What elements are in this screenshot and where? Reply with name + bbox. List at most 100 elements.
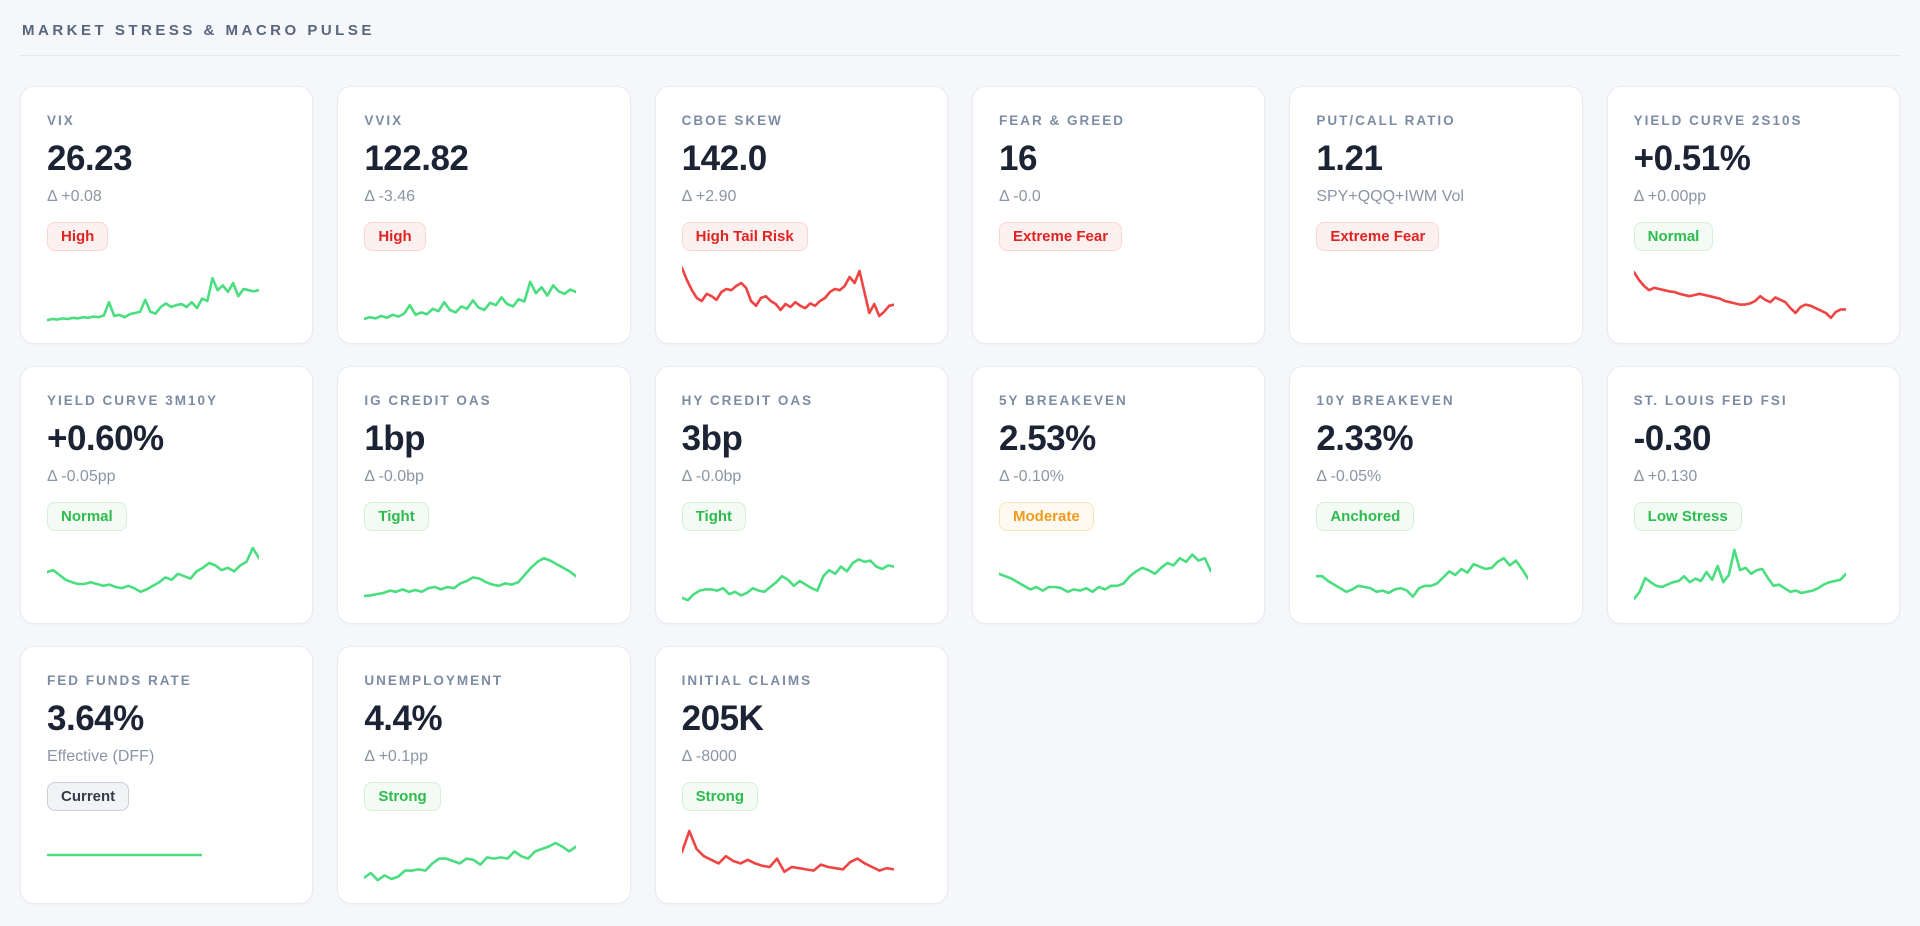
sparkline-chart bbox=[1633, 270, 1846, 320]
metric-delta: Δ +0.00pp bbox=[1633, 188, 1707, 205]
sparkline-chart bbox=[364, 556, 577, 598]
metric-delta: Δ +0.130 bbox=[1633, 468, 1698, 485]
metric-value: 3bp bbox=[681, 419, 743, 458]
status-badge: Extreme Fear bbox=[1316, 222, 1440, 251]
metric-value: 1bp bbox=[364, 419, 426, 458]
metric-title: INITIAL CLAIMS bbox=[681, 673, 813, 688]
metric-delta: Δ -3.46 bbox=[364, 188, 416, 205]
metric-card[interactable]: HY CREDIT OAS 3bp Δ -0.0bp Tight bbox=[654, 366, 948, 624]
metric-value: 2.53% bbox=[999, 419, 1096, 458]
sparkline-chart bbox=[47, 546, 259, 594]
metric-title: 10Y BREAKEVEN bbox=[1316, 393, 1455, 408]
section-title: MARKET STRESS & MACRO PULSE bbox=[22, 22, 375, 39]
status-badge: High bbox=[47, 222, 109, 251]
metric-card[interactable]: VIX 26.23 Δ +0.08 High bbox=[20, 86, 314, 344]
metric-card[interactable]: 10Y BREAKEVEN 2.33% Δ -0.05% Anchored bbox=[1289, 366, 1583, 624]
dashboard: MARKET STRESS & MACRO PULSE VIX 26.23 Δ … bbox=[20, 22, 1900, 904]
status-badge: High bbox=[364, 222, 426, 251]
metric-card[interactable]: YIELD CURVE 2S10S +0.51% Δ +0.00pp Norma… bbox=[1606, 86, 1900, 344]
metric-card[interactable]: YIELD CURVE 3M10Y +0.60% Δ -0.05pp Norma… bbox=[20, 366, 314, 624]
metric-title: ST. LOUIS FED FSI bbox=[1633, 393, 1788, 408]
status-badge: Tight bbox=[364, 502, 429, 531]
metric-value: 122.82 bbox=[364, 139, 469, 178]
metric-delta: Δ -0.05pp bbox=[47, 468, 116, 485]
status-badge: High Tail Risk bbox=[681, 222, 808, 251]
metric-value: 1.21 bbox=[1316, 139, 1383, 178]
metric-value: 26.23 bbox=[47, 139, 133, 178]
sparkline-chart bbox=[999, 553, 1211, 594]
status-badge: Current bbox=[47, 782, 130, 811]
sparkline-chart bbox=[681, 266, 894, 318]
sparkline-chart bbox=[364, 841, 577, 882]
sparkline-path bbox=[681, 558, 894, 602]
metric-title: FED FUNDS RATE bbox=[47, 673, 192, 688]
metric-delta: Δ +0.1pp bbox=[364, 748, 428, 765]
sparkline-path bbox=[681, 829, 894, 874]
status-badge: Strong bbox=[364, 782, 441, 811]
sparkline-chart bbox=[364, 280, 577, 321]
status-badge: Extreme Fear bbox=[999, 222, 1123, 251]
status-badge: Strong bbox=[681, 782, 758, 811]
metric-card[interactable]: CBOE SKEW 142.0 Δ +2.90 High Tail Risk bbox=[654, 86, 948, 344]
sparkline-path bbox=[1633, 548, 1846, 601]
metric-title: VIX bbox=[47, 113, 75, 128]
metric-value: -0.30 bbox=[1633, 419, 1712, 458]
metric-card[interactable]: FEAR & GREED 16 Δ -0.0 Extreme Fear bbox=[972, 86, 1266, 344]
sparkline-chart bbox=[47, 276, 259, 322]
sparkline-path bbox=[1633, 270, 1846, 320]
sparkline-chart bbox=[681, 829, 894, 874]
metric-card[interactable]: ST. LOUIS FED FSI -0.30 Δ +0.130 Low Str… bbox=[1606, 366, 1900, 624]
metric-title: UNEMPLOYMENT bbox=[364, 673, 504, 688]
metric-title: IG CREDIT OAS bbox=[364, 393, 492, 408]
sparkline-path bbox=[364, 556, 577, 598]
section-divider bbox=[20, 55, 1900, 56]
status-badge: Tight bbox=[681, 502, 747, 531]
metric-title: 5Y BREAKEVEN bbox=[999, 393, 1128, 408]
sparkline-chart bbox=[1633, 548, 1846, 601]
metric-delta: Δ -8000 bbox=[681, 748, 737, 765]
sparkline-path bbox=[1316, 556, 1529, 598]
metric-card[interactable]: INITIAL CLAIMS 205K Δ -8000 Strong bbox=[654, 646, 948, 904]
metric-grid: VIX 26.23 Δ +0.08 High VVIX 122.82 Δ -3.… bbox=[20, 86, 1900, 904]
metric-card[interactable]: PUT/CALL RATIO 1.21 SPY+QQQ+IWM Vol Extr… bbox=[1289, 86, 1583, 344]
metric-delta: Δ -0.05% bbox=[1316, 468, 1382, 485]
metric-delta: SPY+QQQ+IWM Vol bbox=[1316, 188, 1464, 205]
metric-card[interactable]: UNEMPLOYMENT 4.4% Δ +0.1pp Strong bbox=[337, 646, 631, 904]
metric-value: 4.4% bbox=[364, 699, 443, 738]
metric-delta: Δ -0.0bp bbox=[364, 468, 424, 485]
metric-title: FEAR & GREED bbox=[999, 113, 1126, 128]
sparkline-path bbox=[47, 546, 259, 594]
metric-title: PUT/CALL RATIO bbox=[1316, 113, 1456, 128]
metric-title: YIELD CURVE 2S10S bbox=[1633, 113, 1803, 128]
sparkline-path bbox=[47, 276, 259, 322]
status-badge: Moderate bbox=[999, 502, 1094, 531]
metric-delta: Δ -0.0 bbox=[999, 188, 1041, 205]
sparkline-chart bbox=[47, 853, 202, 857]
status-badge: Normal bbox=[1633, 222, 1714, 251]
status-badge: Low Stress bbox=[1633, 502, 1742, 531]
metric-value: +0.51% bbox=[1633, 139, 1751, 178]
metric-value: +0.60% bbox=[47, 419, 164, 458]
metric-title: HY CREDIT OAS bbox=[681, 393, 814, 408]
metric-delta: Δ -0.0bp bbox=[681, 468, 742, 485]
metric-card[interactable]: IG CREDIT OAS 1bp Δ -0.0bp Tight bbox=[337, 366, 631, 624]
status-badge: Normal bbox=[47, 502, 127, 531]
sparkline-path bbox=[999, 553, 1211, 594]
metric-delta: Effective (DFF) bbox=[47, 748, 155, 765]
metric-title: CBOE SKEW bbox=[681, 113, 783, 128]
sparkline-path bbox=[681, 266, 894, 318]
metric-delta: Δ +2.90 bbox=[681, 188, 737, 205]
metric-value: 142.0 bbox=[681, 139, 768, 178]
sparkline-chart bbox=[681, 558, 894, 602]
metric-value: 205K bbox=[681, 699, 764, 738]
metric-value: 3.64% bbox=[47, 699, 144, 738]
metric-card[interactable]: 5Y BREAKEVEN 2.53% Δ -0.10% Moderate bbox=[972, 366, 1266, 624]
metric-card[interactable]: VVIX 122.82 Δ -3.46 High bbox=[337, 86, 631, 344]
metric-delta: Δ -0.10% bbox=[999, 468, 1064, 485]
sparkline-chart bbox=[1316, 556, 1529, 598]
metric-value: 2.33% bbox=[1316, 419, 1414, 458]
metric-delta: Δ +0.08 bbox=[47, 188, 102, 205]
metric-title: YIELD CURVE 3M10Y bbox=[47, 393, 219, 408]
metric-title: VVIX bbox=[364, 113, 404, 128]
metric-card[interactable]: FED FUNDS RATE 3.64% Effective (DFF) Cur… bbox=[20, 646, 314, 904]
